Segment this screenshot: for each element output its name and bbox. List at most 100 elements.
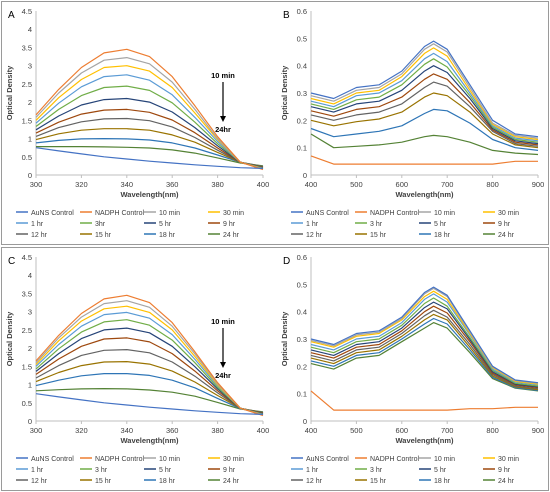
series-line-18-hr: [35, 372, 264, 413]
legend-label-auns-control: AuNS Control: [306, 210, 349, 217]
legend-label-15-hr: 15 hr: [370, 478, 387, 485]
legend-label-12-hr: 12 hr: [306, 232, 323, 239]
legend-label-5-hr: 5 hr: [434, 467, 447, 474]
annotation-arrow-head: [220, 362, 226, 368]
y-tick-label: 3: [28, 308, 32, 317]
y-tick-label: 0.6: [297, 253, 307, 262]
annotation-top: 10 min: [211, 317, 235, 326]
series-line-15-hr: [310, 92, 539, 149]
x-tick-label: 800: [486, 426, 499, 435]
chart-panel-c: C 0 0.5 1 1.5 2 2.5 3 3.5 4 4.5 300 320 340 360 380 400 W…: [0, 246, 275, 492]
annotation-arrow-head: [220, 116, 226, 122]
x-tick-label: 340: [121, 426, 134, 435]
series-line-1-hr: [310, 293, 539, 386]
series-line-10-min: [35, 56, 264, 170]
legend-label-24-hr: 24 hr: [498, 478, 515, 485]
y-tick-label: 0.4: [297, 308, 307, 317]
y-tick-label: 1: [28, 381, 32, 390]
legend-label-3-hr: 3 hr: [370, 221, 383, 228]
legend-label-1-hr: 1 hr: [31, 221, 44, 228]
series-line-18-hr: [310, 108, 539, 151]
series-line-15-hr: [35, 128, 264, 168]
legend-label-nadph-control: NADPH Control: [95, 210, 144, 217]
legend-label-9-hr: 9 hr: [223, 467, 236, 474]
legend-label-3hr: 3hr: [95, 221, 106, 228]
series-line-9-hr: [310, 305, 539, 389]
y-axis-title: Optical Density: [5, 65, 14, 120]
legend-label-12-hr: 12 hr: [31, 478, 48, 485]
legend-label-30-min: 30 min: [498, 210, 519, 217]
y-tick-label: 0.5: [22, 153, 32, 162]
y-tick-label: 2.5: [22, 326, 32, 335]
legend-label-30-min: 30 min: [223, 210, 244, 217]
legend-label-24-hr: 24 hr: [223, 232, 240, 239]
series-line-24-hr: [310, 133, 539, 156]
chart-svg: D 0 0.1 0.2 0.3 0.4 0.5 0.6 400 500 600 700 800 900 Wa…: [280, 253, 544, 485]
series-line-3-hr: [310, 297, 539, 387]
series-line-5-hr: [310, 301, 539, 388]
series-line-nadph-control: [310, 390, 538, 411]
series-line-5-hr: [35, 97, 264, 169]
y-tick-label: 0.1: [297, 144, 307, 153]
legend-label-1-hr: 1 hr: [31, 467, 44, 474]
legend-label-5-hr: 5 hr: [434, 221, 447, 228]
x-axis-title: Wavelength(nm): [395, 436, 454, 445]
x-tick-label: 300: [30, 426, 43, 435]
series-line-3-hr: [310, 58, 539, 143]
x-tick-label: 360: [166, 426, 179, 435]
legend-label-12-hr: 12 hr: [306, 478, 323, 485]
y-tick-label: 0: [303, 171, 307, 180]
x-tick-label: 400: [257, 180, 270, 189]
series-line-24-hr: [310, 321, 539, 392]
y-tick-label: 1: [28, 135, 32, 144]
x-tick-label: 340: [121, 180, 134, 189]
y-axis-title: Optical Density: [280, 311, 289, 366]
legend-label-30-min: 30 min: [223, 456, 244, 463]
y-tick-label: 2: [28, 344, 32, 353]
series-line-auns-control: [310, 40, 539, 138]
x-tick-label: 800: [486, 180, 499, 189]
legend-label-5-hr: 5 hr: [159, 221, 172, 228]
legend-label-nadph-control: NADPH Control: [370, 210, 419, 217]
series-line-24-hr: [36, 146, 264, 167]
series-line-5-hr: [310, 65, 539, 145]
legend-label-auns-control: AuNS Control: [306, 456, 349, 463]
series-line-auns-control: [35, 393, 264, 415]
y-tick-label: 3: [28, 62, 32, 71]
legend-label-9-hr: 9 hr: [498, 467, 511, 474]
legend-label-24-hr: 24 hr: [498, 232, 515, 239]
x-tick-label: 500: [350, 180, 363, 189]
y-tick-label: 1.5: [22, 362, 32, 371]
x-tick-label: 500: [350, 426, 363, 435]
legend-label-18-hr: 18 hr: [159, 478, 176, 485]
series-line-9-hr: [310, 73, 539, 146]
x-tick-label: 400: [305, 426, 318, 435]
series-line-1-hr: [35, 74, 264, 169]
x-axis-title: Wavelength(nm): [120, 436, 179, 445]
legend-label-18-hr: 18 hr: [159, 232, 176, 239]
series-line-nadph-control: [310, 155, 538, 165]
x-tick-label: 400: [257, 426, 270, 435]
y-tick-label: 0.5: [297, 280, 307, 289]
series-line-3hr: [35, 85, 264, 169]
series-line-auns-control: [35, 147, 264, 169]
series-line-10-min: [310, 287, 539, 384]
legend-label-auns-control: AuNS Control: [31, 456, 74, 463]
panel-label: D: [283, 256, 290, 267]
series-line-auns-control: [310, 286, 539, 384]
legend-label-30-min: 30 min: [498, 456, 519, 463]
legend-label-9-hr: 9 hr: [223, 221, 236, 228]
chart-panel-d: D 0 0.1 0.2 0.3 0.4 0.5 0.6 400 500 600 700 800 900 Wa…: [275, 246, 550, 492]
x-tick-label: 600: [396, 180, 409, 189]
y-tick-label: 0: [28, 171, 32, 180]
series-line-10-min: [310, 43, 539, 139]
annotation-top: 10 min: [211, 71, 235, 80]
x-tick-label: 600: [396, 426, 409, 435]
legend-label-15-hr: 15 hr: [95, 478, 112, 485]
y-tick-label: 0: [303, 417, 307, 426]
series-line-nadph-control: [35, 294, 264, 417]
x-tick-label: 900: [532, 180, 545, 189]
y-tick-label: 3.5: [22, 43, 32, 52]
chart-svg: C 0 0.5 1 1.5 2 2.5 3 3.5 4 4.5 300 320 340 360 380 400 W…: [5, 253, 270, 485]
legend-label-10-min: 10 min: [159, 456, 180, 463]
